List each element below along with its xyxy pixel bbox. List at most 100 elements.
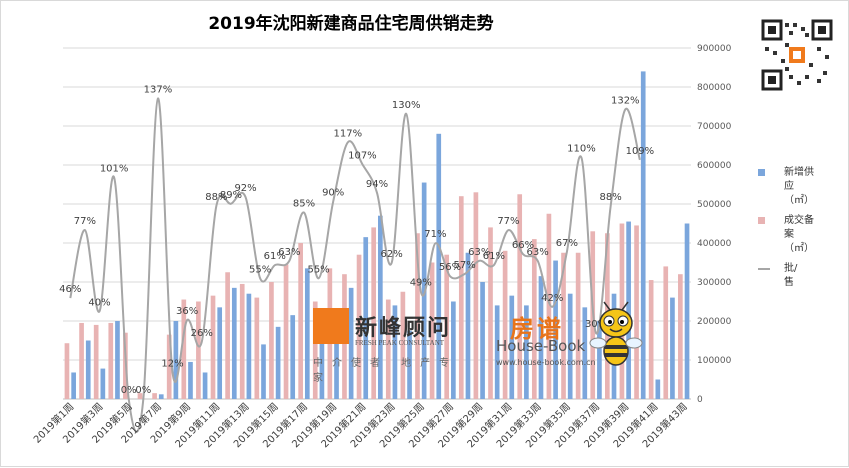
- bar-sales: [210, 295, 216, 399]
- bar-supply: [158, 394, 164, 399]
- ratio-data-label: 30%: [585, 319, 607, 330]
- bar-sales: [356, 254, 362, 399]
- house-book-logo-name: 房谱: [510, 315, 564, 343]
- bar-supply: [597, 321, 602, 399]
- bar-supply: [538, 276, 544, 399]
- y-tick-label: 100000: [697, 356, 732, 366]
- qr-code-image: [761, 19, 833, 91]
- ratio-data-label: 42%: [541, 293, 563, 304]
- bee-mascot-icon: [586, 301, 646, 369]
- y-tick-label: 300000: [697, 278, 732, 288]
- bar-supply: [319, 340, 325, 399]
- bar-supply: [188, 361, 193, 399]
- house-book-logo-english: House-Book: [496, 337, 586, 355]
- bar-supply: [421, 182, 427, 399]
- bar-supply: [655, 379, 661, 399]
- ratio-data-label: 61%: [264, 251, 286, 262]
- fresh-peak-logo-mark: [313, 308, 349, 344]
- fresh-peak-logo-tagline: 中介使者 地产专家: [313, 358, 459, 384]
- bar-supply: [290, 315, 296, 399]
- y-tick-label: 700000: [697, 122, 732, 132]
- bar-supply: [582, 307, 588, 399]
- bar-supply: [494, 305, 500, 399]
- ratio-line: [69, 97, 641, 433]
- bar-sales: [371, 227, 376, 399]
- bar-supply: [407, 330, 412, 399]
- ratio-data-label: 117%: [333, 128, 362, 139]
- ratio-data-label: 71%: [424, 229, 446, 240]
- fresh-peak-logo: 新峰顾问 FRESH PEAK CONSULTANT 中介使者 地产专家: [313, 306, 463, 384]
- bar-supply: [553, 260, 558, 399]
- bar-sales: [239, 283, 245, 399]
- bar-sales: [137, 393, 143, 399]
- bar-sales: [663, 266, 669, 399]
- bar-supply: [392, 305, 398, 399]
- bar-supply: [85, 340, 91, 399]
- bar-supply: [231, 287, 237, 399]
- bar-sales: [283, 264, 289, 399]
- bar-sales: [634, 225, 639, 399]
- y-tick-label: 500000: [697, 200, 732, 210]
- bar-supply: [100, 368, 106, 399]
- y-tick-label: 900000: [697, 44, 732, 54]
- legend-swatch-sales: [758, 217, 765, 224]
- y-tick-label: 600000: [697, 161, 732, 171]
- bar-sales: [546, 213, 552, 399]
- bar-supply: [275, 326, 281, 399]
- fresh-peak-logo-name: 新峰顾问: [355, 316, 452, 341]
- fresh-peak-logo-english: FRESH PEAK CONSULTANT: [355, 339, 445, 347]
- bar-sales: [181, 299, 187, 399]
- ratio-data-label: 63%: [278, 247, 300, 258]
- bar-sales: [152, 393, 157, 399]
- y-tick-label: 800000: [697, 83, 732, 93]
- bar-sales: [385, 299, 391, 399]
- house-book-logo: 房谱 House-Book www.house-book.com.cn: [496, 309, 646, 379]
- ratio-data-label: 94%: [366, 179, 388, 190]
- ratio-data-label: 88%: [600, 192, 622, 203]
- bar-supply: [684, 223, 690, 399]
- bar-sales: [166, 334, 172, 399]
- ratio-data-label: 0%: [135, 385, 151, 396]
- bar-sales: [444, 254, 450, 399]
- legend-swatch-supply: [758, 169, 765, 176]
- ratio-data-label: 56%: [439, 262, 461, 273]
- bar-sales: [473, 192, 479, 399]
- ratio-data-label: 55%: [249, 264, 271, 275]
- ratio-data-label: 109%: [626, 146, 655, 157]
- ratio-data-label: 66%: [512, 240, 534, 251]
- ratio-data-label: 107%: [348, 150, 377, 161]
- bar-supply: [378, 215, 383, 399]
- bar-sales: [196, 301, 201, 399]
- bar-sales: [79, 322, 84, 399]
- bar-sales: [254, 297, 260, 399]
- chart-title: 2019年沈阳新建商品住宅周供销走势: [208, 14, 494, 34]
- ratio-data-label: 92%: [234, 183, 256, 194]
- bar-supply: [567, 293, 573, 399]
- ratio-data-label: 36%: [176, 306, 198, 317]
- ratio-data-label: 77%: [497, 216, 519, 227]
- bar-supply: [363, 237, 369, 399]
- legend-label-sales: 成交备案 （㎡）: [784, 215, 814, 254]
- bar-supply: [480, 282, 485, 399]
- legend-label-supply: 新增供应 （㎡）: [784, 167, 814, 206]
- house-book-logo-url: www.house-book.com.cn: [496, 358, 596, 367]
- ratio-data-label: 63%: [468, 247, 490, 258]
- bar-sales: [531, 239, 537, 399]
- bar-supply: [640, 71, 646, 400]
- y-tick-label: 400000: [697, 239, 732, 249]
- ratio-data-label: 85%: [293, 199, 315, 210]
- bar-supply: [626, 221, 631, 399]
- bar-supply: [71, 372, 76, 399]
- ratio-data-label: 26%: [191, 328, 213, 339]
- bar-sales: [108, 322, 114, 399]
- bar-sales: [648, 280, 654, 399]
- ratio-data-label: 77%: [74, 216, 96, 227]
- bar-sales: [225, 272, 230, 399]
- bar-supply: [465, 252, 471, 399]
- bar-sales: [400, 291, 406, 399]
- y-tick-label: 200000: [697, 317, 732, 327]
- legend-label-ratio: 批/售: [784, 263, 798, 288]
- ratio-data-label: 88%: [205, 192, 227, 203]
- y-tick-label: 0: [697, 395, 703, 405]
